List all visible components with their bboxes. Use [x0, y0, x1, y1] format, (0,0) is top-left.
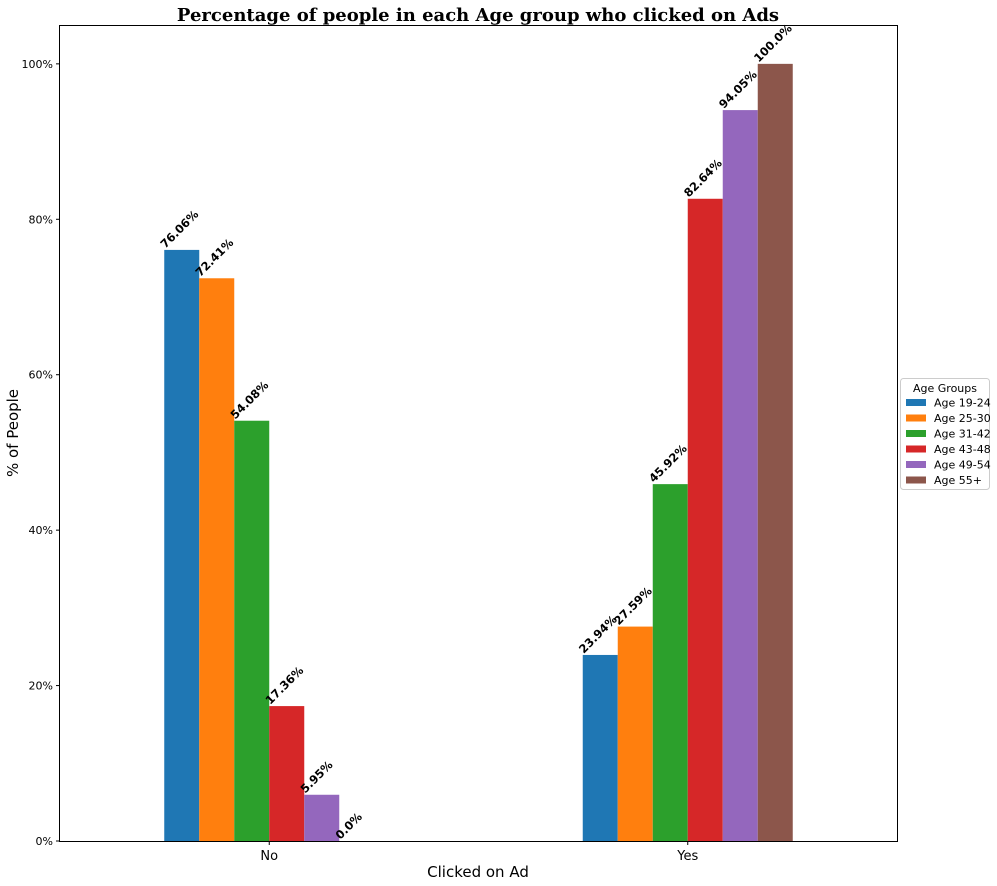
legend-swatch: [906, 445, 926, 453]
data-label: 45.92%: [646, 441, 690, 485]
y-axis: 0% 20% 40% 60% 80% 100%: [22, 58, 60, 848]
legend-swatch: [906, 476, 926, 484]
y-tick-label: 60%: [29, 369, 53, 382]
bar: [582, 654, 618, 841]
data-label: 76.06%: [157, 207, 201, 251]
legend-label: Age 43-48: [934, 443, 991, 456]
legend-label: Age 49-54: [934, 459, 991, 472]
legend-swatch: [906, 399, 926, 406]
legend-swatch: [906, 430, 926, 437]
x-axis-label: Clicked on Ad: [427, 863, 529, 881]
data-label: 27.59%: [611, 584, 655, 628]
y-tick-label: 80%: [29, 213, 53, 226]
y-axis-label: % of People: [4, 389, 22, 477]
bar: [269, 706, 305, 841]
bar: [234, 420, 270, 841]
bar: [164, 249, 200, 841]
data-label: 100.0%: [751, 21, 795, 65]
legend-swatch: [906, 461, 926, 468]
bar: [687, 198, 723, 841]
legend-label: Age 25-30: [934, 412, 991, 425]
bars: [164, 63, 793, 842]
legend-title: Age Groups: [913, 382, 977, 395]
y-tick-label: 40%: [29, 524, 53, 537]
y-tick-label: 0%: [36, 835, 53, 848]
legend-swatch: [906, 414, 926, 422]
bar: [757, 63, 793, 842]
data-label: 82.64%: [681, 156, 725, 200]
plot-area-frame: [59, 25, 898, 842]
x-axis: No Yes: [260, 841, 698, 864]
bar: [199, 278, 235, 841]
bar: [722, 110, 758, 841]
bar: [617, 626, 653, 841]
legend: Age Groups Age 19-24 Age 25-30 Age 31-42 Ag…: [900, 378, 991, 490]
x-tick-label: Yes: [676, 849, 698, 864]
chart-title: Percentage of people in each Age group w…: [177, 5, 779, 26]
y-tick-label: 20%: [29, 680, 53, 693]
data-label: 94.05%: [716, 67, 760, 111]
legend-label: Age 31-42: [934, 428, 991, 441]
legend-label: Age 19-24: [934, 397, 991, 410]
legend-label: Age 55+: [934, 474, 982, 487]
y-tick-label: 100%: [22, 58, 53, 71]
bar: [304, 794, 340, 841]
x-tick-label: No: [260, 849, 278, 864]
bar: [652, 484, 688, 841]
